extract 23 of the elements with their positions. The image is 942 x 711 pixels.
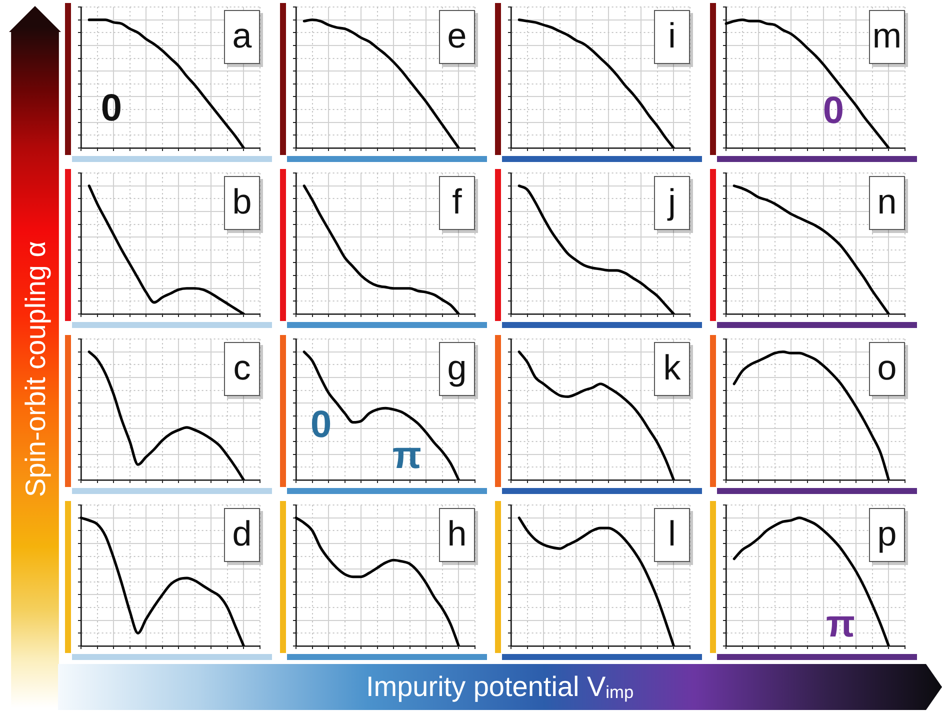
chart-title: f [452, 182, 462, 222]
chart-title: o [877, 348, 897, 388]
chart-title: a [232, 16, 252, 56]
annotation: π [826, 604, 856, 646]
annotation: 0 [310, 404, 332, 446]
chart-title: e [447, 16, 467, 56]
chart-title: n [877, 182, 897, 222]
chart-title: g [447, 348, 467, 388]
chart-title: b [232, 182, 252, 222]
text: Impurity potential V$_{imp}$ [366, 670, 634, 704]
chart-title: k [663, 348, 682, 388]
chart-title: c [233, 348, 251, 388]
chart-title: d [232, 514, 252, 554]
annotation: 0 [100, 87, 122, 130]
text: Spin-orbit coupling α [20, 241, 52, 497]
annotation: π [392, 434, 422, 477]
annotation: 0 [822, 90, 844, 132]
chart-title: m [872, 16, 902, 56]
chart-title: h [447, 514, 467, 554]
chart-title: p [877, 514, 897, 554]
chart-title: j [667, 182, 676, 222]
chart-title: l [668, 514, 676, 554]
chart-title: i [668, 16, 676, 56]
